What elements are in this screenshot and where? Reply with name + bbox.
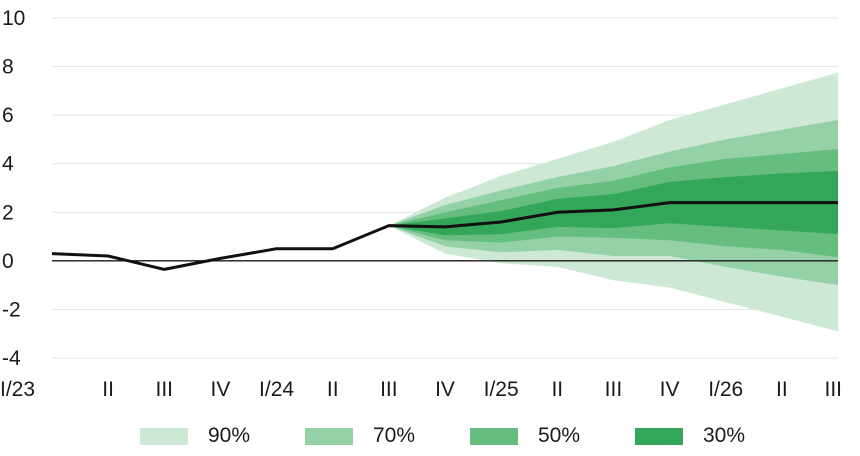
x-tick-label: I/24 bbox=[259, 378, 294, 401]
x-tick-label: I/25 bbox=[484, 378, 519, 401]
legend-swatch-50 bbox=[470, 427, 518, 445]
legend-label-30: 30% bbox=[703, 424, 746, 447]
y-tick-label: 10 bbox=[2, 7, 25, 30]
y-tick-label: -2 bbox=[2, 298, 21, 321]
central-line bbox=[51, 201, 838, 271]
x-tick-label: I/23 bbox=[0, 378, 35, 401]
legend-label-50: 50% bbox=[538, 424, 581, 447]
legend: 90% 70% 50% 30% bbox=[0, 418, 860, 454]
x-tick-label: IV bbox=[435, 378, 455, 401]
y-tick-label: 0 bbox=[2, 250, 14, 273]
y-tick-label: 4 bbox=[2, 153, 14, 176]
legend-item-30: 30% bbox=[635, 418, 745, 454]
legend-item-70: 70% bbox=[305, 418, 415, 454]
x-tick-label: III bbox=[380, 378, 398, 401]
x-tick-label: III bbox=[156, 378, 174, 401]
x-tick-label: II bbox=[551, 378, 563, 401]
y-tick-label: 6 bbox=[2, 104, 14, 127]
band-30-area bbox=[388, 171, 838, 236]
y-tick-label: -4 bbox=[2, 347, 21, 370]
y-tick-label: 2 bbox=[2, 201, 14, 224]
legend-label-90: 90% bbox=[208, 424, 251, 447]
x-tick-label: III bbox=[605, 378, 623, 401]
legend-label-70: 70% bbox=[373, 424, 416, 447]
y-axis-tick-labels: -4 -2 0 2 4 6 8 10 bbox=[2, 7, 25, 370]
y-tick-label: 8 bbox=[2, 56, 14, 79]
x-axis-tick-labels: I/23 II III IV I/24 II III IV I/25 II III IV I/26 II I… bbox=[0, 378, 842, 401]
x-tick-label: IV bbox=[660, 378, 680, 401]
x-tick-label: I/26 bbox=[708, 378, 743, 401]
x-tick-label: III bbox=[824, 378, 842, 401]
legend-item-50: 50% bbox=[470, 418, 580, 454]
x-tick-label: II bbox=[102, 378, 114, 401]
x-tick-label: II bbox=[327, 378, 339, 401]
x-tick-label: IV bbox=[211, 378, 231, 401]
legend-swatch-30 bbox=[635, 427, 683, 445]
legend-item-90: 90% bbox=[140, 418, 250, 454]
x-tick-label: II bbox=[776, 378, 788, 401]
probability-bands bbox=[388, 72, 838, 332]
central-projection-line bbox=[51, 201, 838, 271]
legend-swatch-90 bbox=[140, 427, 188, 445]
legend-swatch-70 bbox=[305, 427, 353, 445]
